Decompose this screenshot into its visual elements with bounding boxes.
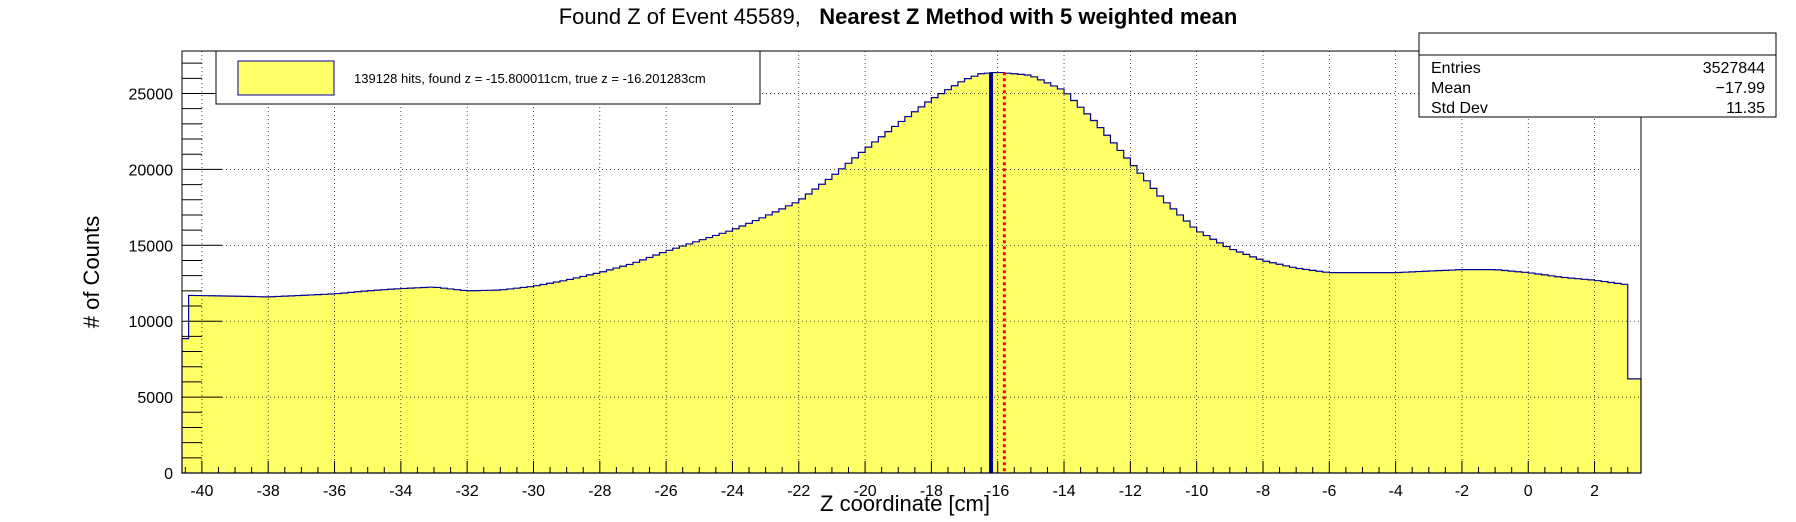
x-tick-label: 2	[1590, 483, 1599, 500]
chart-title: Found Z of Event 45589, Nearest Z Method…	[0, 4, 1796, 30]
x-tick-label: -2	[1455, 483, 1469, 500]
x-tick-label: -4	[1389, 483, 1403, 500]
legend-swatch	[237, 60, 335, 96]
y-tick-label: 5000	[137, 390, 173, 407]
x-tick-label: -10	[1185, 483, 1208, 500]
x-tick-label: -16	[986, 483, 1009, 500]
x-tick-label: -34	[389, 483, 412, 500]
histogram-series	[181, 71, 1642, 474]
z-markers	[989, 72, 1006, 473]
x-tick-label: -26	[655, 483, 678, 500]
plot-frame	[181, 50, 1642, 474]
x-tick-label: -36	[323, 483, 346, 500]
x-tick-label: -22	[787, 483, 810, 500]
y-tick-label: 10000	[129, 314, 174, 331]
x-tick-label: -40	[190, 483, 213, 500]
stats-entries-label: Entries	[1431, 60, 1481, 77]
y-axis-label: # of Counts	[79, 216, 104, 329]
x-axis-label: Z coordinate [cm]	[820, 491, 990, 516]
y-tick-label: 15000	[129, 238, 174, 255]
axes: -40 -38 -36 -34 -32 -30 -28 -26 -24 -22 -20 -18 -16-…	[129, 50, 1642, 500]
legend-label: 139128 hits, found z = -15.800011cm, tru…	[354, 71, 706, 86]
y-tick-label: 0	[164, 466, 173, 483]
x-tick-label: -18	[920, 483, 943, 500]
stats-box: Entries 3527844 Mean −17.99 Std Dev 11.3…	[1418, 32, 1777, 118]
x-tick-label: -6	[1322, 483, 1336, 500]
chart-title-bold: Nearest Z Method with 5 weighted mean	[819, 4, 1238, 29]
y-tick-label: 25000	[129, 87, 174, 104]
stats-stddev-label: Std Dev	[1431, 100, 1488, 117]
x-tick-label: -8	[1256, 483, 1270, 500]
x-tick-label: -30	[522, 483, 545, 500]
stats-stddev-value: 11.35	[1726, 100, 1765, 117]
x-tick-label: -12	[1119, 483, 1142, 500]
x-tick-label: -38	[257, 483, 280, 500]
x-tick-label: -32	[456, 483, 479, 500]
stats-mean-label: Mean	[1431, 80, 1471, 97]
x-tick-label: -20	[854, 483, 877, 500]
x-tick-label: -14	[1052, 483, 1075, 500]
x-tick-label: -28	[588, 483, 611, 500]
stats-mean-value: −17.99	[1716, 80, 1765, 97]
legend: 139128 hits, found z = -15.800011cm, tru…	[215, 50, 761, 105]
y-tick-label: 20000	[129, 162, 174, 179]
x-tick-label: 0	[1524, 483, 1533, 500]
x-tick-label: -24	[721, 483, 744, 500]
histogram-bars	[181, 71, 1642, 474]
chart-title-prefix: Found Z of Event 45589,	[558, 4, 801, 29]
stats-box-frame	[1418, 32, 1777, 118]
stats-entries-value: 3527844	[1703, 60, 1765, 77]
